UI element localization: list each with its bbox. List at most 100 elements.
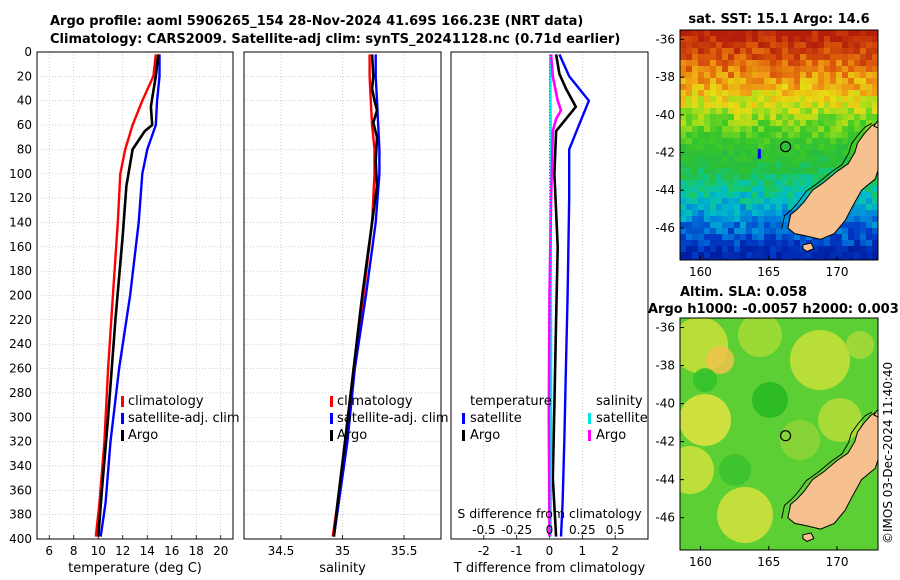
sst-cell — [680, 192, 686, 198]
sst-cell — [848, 42, 854, 48]
sst-cell — [866, 228, 872, 234]
sst-cell — [752, 138, 758, 144]
sst-cell — [812, 174, 818, 180]
sst-cell — [740, 168, 746, 174]
legend-swatch — [330, 430, 333, 441]
sst-cell — [782, 168, 788, 174]
sst-cell — [764, 174, 770, 180]
sst-cell — [770, 228, 776, 234]
sst-cell — [770, 60, 776, 66]
sst-cell — [746, 252, 752, 258]
sst-cell — [722, 36, 728, 42]
map-frame — [679, 317, 879, 551]
sst-cell — [692, 156, 698, 162]
sst-cell — [782, 54, 788, 60]
sst-cell — [746, 102, 752, 108]
sst-drop-mark — [757, 148, 761, 159]
s-tick-label: -0.5 — [472, 523, 495, 537]
sst-cell — [776, 30, 782, 36]
sst-cell — [728, 102, 734, 108]
sst-cell — [830, 246, 836, 252]
sst-cell — [686, 204, 692, 210]
sst-cell — [782, 222, 788, 228]
profile-panel-3: -2 -1 0 1 2 T difference from climatology S di… — [450, 51, 649, 576]
series-line-satellite-adj-clim — [332, 54, 381, 537]
sst-cell — [710, 96, 716, 102]
sst-cell — [818, 90, 824, 96]
sst-cell — [752, 168, 758, 174]
sst-cell — [704, 66, 710, 72]
sst-cell — [824, 162, 830, 168]
sst-cell — [800, 198, 806, 204]
sst-cell — [758, 234, 764, 240]
sst-cell — [782, 204, 788, 210]
sst-cell — [680, 138, 686, 144]
sst-cell — [740, 60, 746, 66]
sla-anomaly-blob — [846, 331, 874, 359]
sst-cell — [800, 150, 806, 156]
sst-cell — [746, 96, 752, 102]
sst-cell — [746, 90, 752, 96]
sst-cell — [716, 216, 722, 222]
sst-cell — [866, 198, 872, 204]
sst-cell — [740, 144, 746, 150]
sst-cell — [686, 246, 692, 252]
sst-cell — [758, 156, 764, 162]
sst-cell — [758, 204, 764, 210]
sst-cell — [854, 138, 860, 144]
series-line-argo — [332, 54, 379, 537]
sst-cell — [752, 96, 758, 102]
sst-cell — [710, 114, 716, 120]
sst-cell — [722, 246, 728, 252]
sst-cell — [680, 198, 686, 204]
sla-map-title-1: Altim. SLA: 0.058 — [680, 285, 807, 300]
sst-cell — [764, 162, 770, 168]
sst-cell — [722, 156, 728, 162]
sst-cell — [860, 108, 866, 114]
sst-cell — [812, 78, 818, 84]
sst-cell — [860, 228, 866, 234]
sst-cell — [764, 222, 770, 228]
sst-cell — [806, 42, 812, 48]
sst-cell — [722, 210, 728, 216]
sst-cell — [824, 54, 830, 60]
south-island-land — [787, 410, 878, 530]
sst-cell — [692, 78, 698, 84]
sst-cell — [716, 204, 722, 210]
sst-cell — [704, 84, 710, 90]
sst-cell — [746, 66, 752, 72]
sst-cell — [710, 78, 716, 84]
sst-cell — [704, 162, 710, 168]
sst-cell — [692, 144, 698, 150]
sst-cell — [830, 84, 836, 90]
sst-cell — [746, 210, 752, 216]
sst-cell — [764, 72, 770, 78]
sst-cell — [812, 126, 818, 132]
sst-cell — [680, 48, 686, 54]
sst-cell — [722, 144, 728, 150]
sst-cell — [806, 168, 812, 174]
sst-cell — [776, 36, 782, 42]
sst-cell — [800, 90, 806, 96]
sst-cell — [716, 168, 722, 174]
sst-cell — [842, 222, 848, 228]
sst-cell — [698, 126, 704, 132]
sst-cell — [770, 156, 776, 162]
sst-cell — [860, 222, 866, 228]
sst-cell — [818, 30, 824, 36]
sst-cell — [680, 162, 686, 168]
sst-cell — [734, 168, 740, 174]
legend-label: Argo — [470, 428, 500, 443]
sst-cell — [812, 150, 818, 156]
sst-cell — [722, 48, 728, 54]
sst-cell — [860, 60, 866, 66]
sst-cell — [692, 174, 698, 180]
s-tick-label: -0.25 — [501, 523, 532, 537]
sst-cell — [698, 138, 704, 144]
sst-cell — [740, 138, 746, 144]
sst-cell — [698, 30, 704, 36]
sst-cell — [704, 48, 710, 54]
sst-cell — [800, 108, 806, 114]
sst-cell — [740, 258, 746, 260]
sst-cell — [872, 30, 878, 36]
